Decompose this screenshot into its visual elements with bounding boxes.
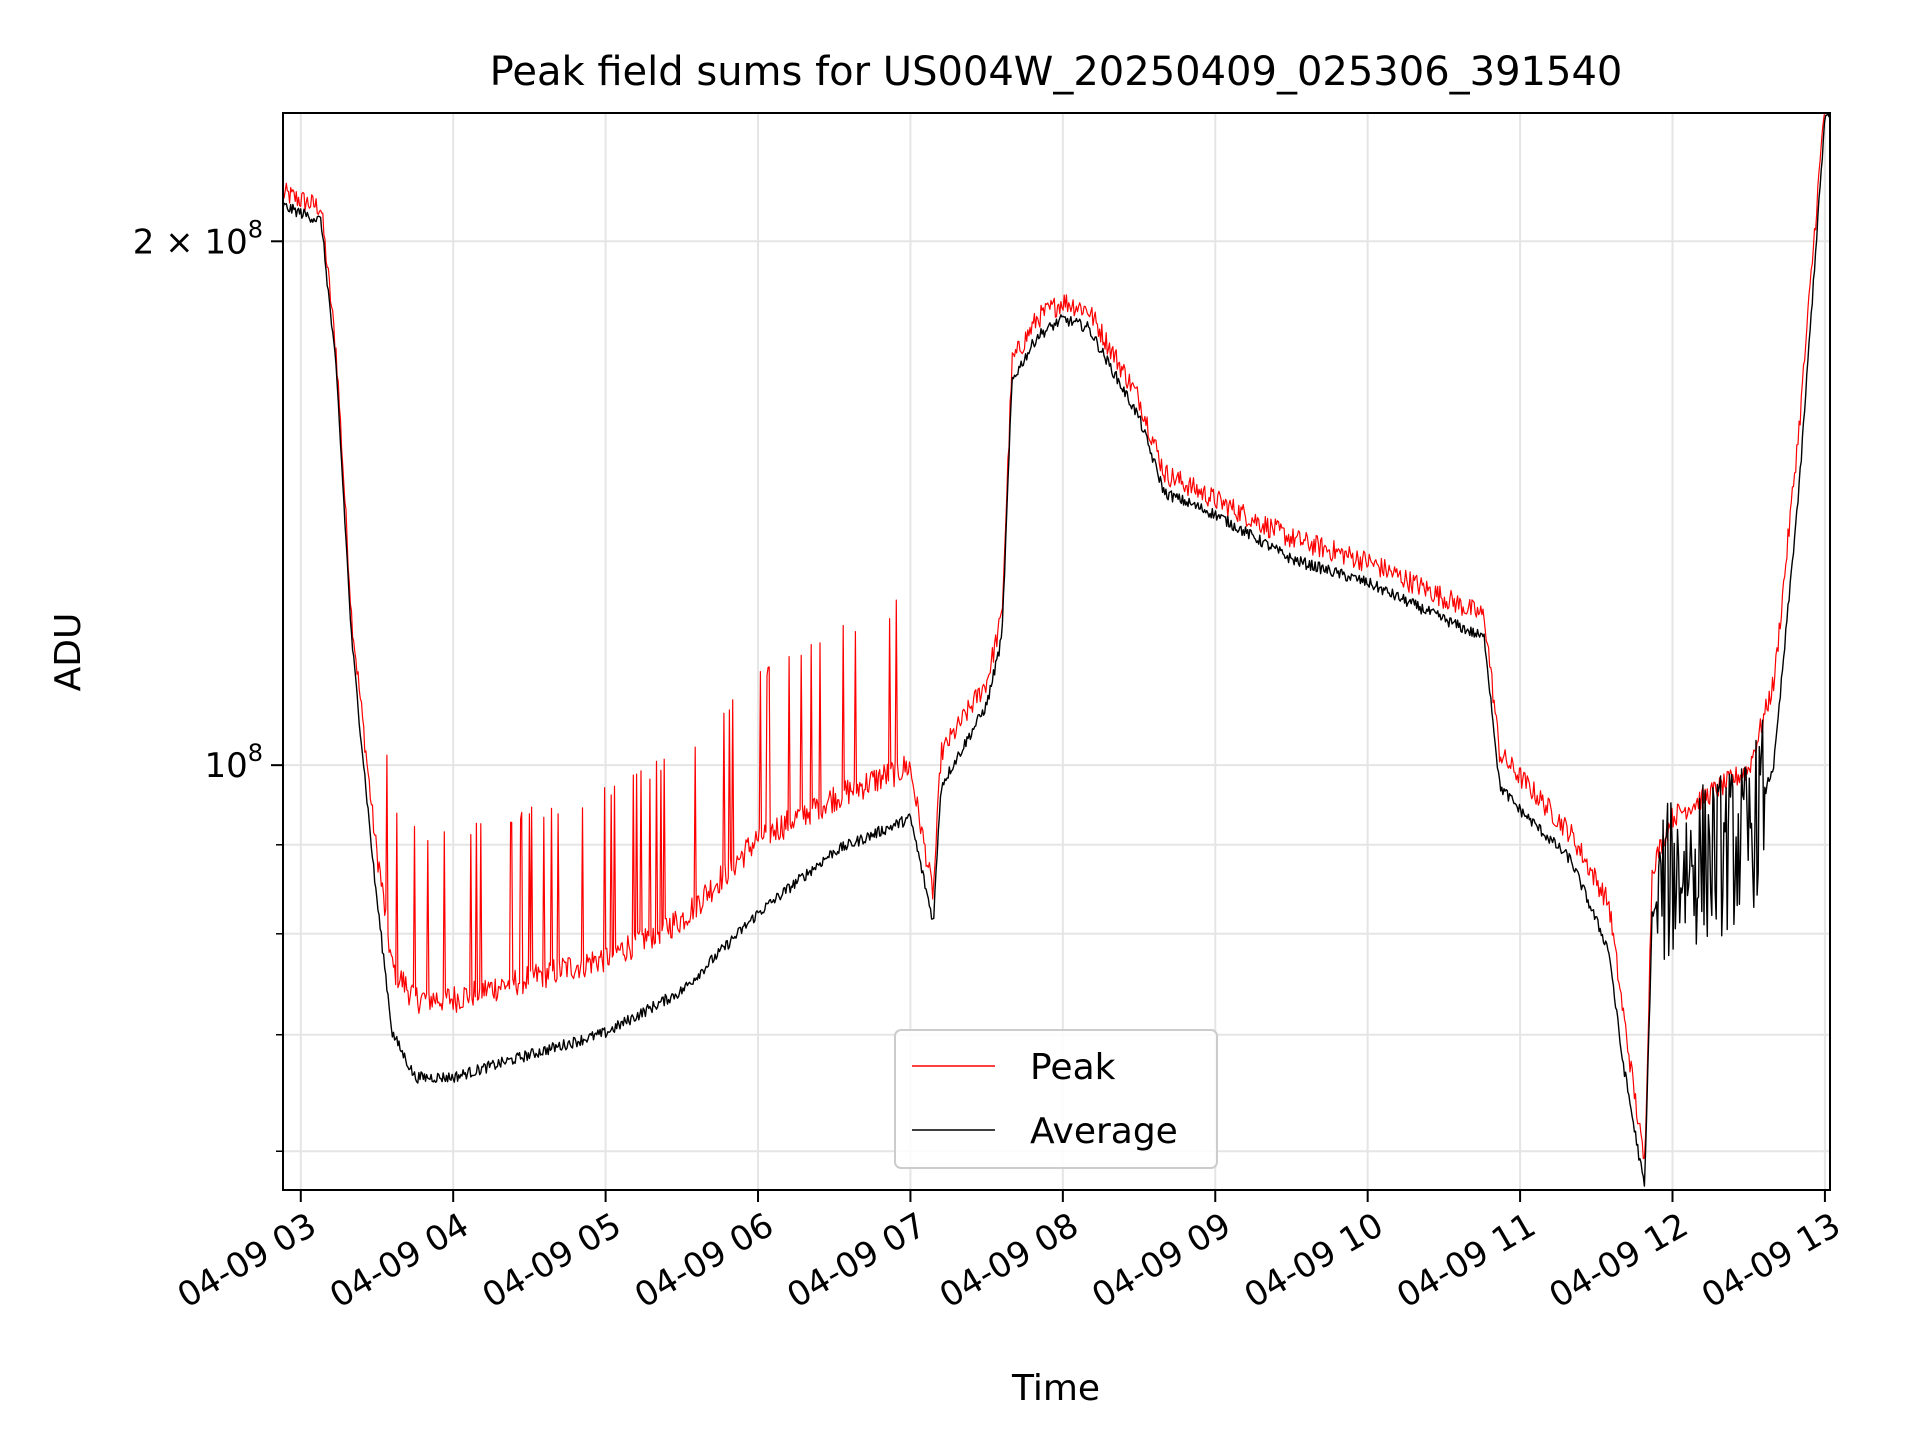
legend-label-average: Average	[1030, 1111, 1178, 1152]
chart-title: Peak field sums for US004W_20250409_0253…	[490, 49, 1623, 95]
series-line-peak	[282, 112, 1830, 1160]
legend-label-peak: Peak	[1030, 1047, 1116, 1088]
plot-frame	[282, 112, 1831, 1191]
series-layer	[282, 112, 1831, 1187]
y-axis-label: ADU	[48, 613, 89, 692]
x-axis-label: Time	[1011, 1368, 1100, 1409]
legend-box	[894, 1029, 1218, 1169]
legend: Peak Average	[894, 1029, 1218, 1169]
series-line-average	[282, 112, 1831, 1187]
y-tick-label: 108	[204, 739, 263, 786]
y-tick-label: 2 × 108	[133, 215, 263, 262]
